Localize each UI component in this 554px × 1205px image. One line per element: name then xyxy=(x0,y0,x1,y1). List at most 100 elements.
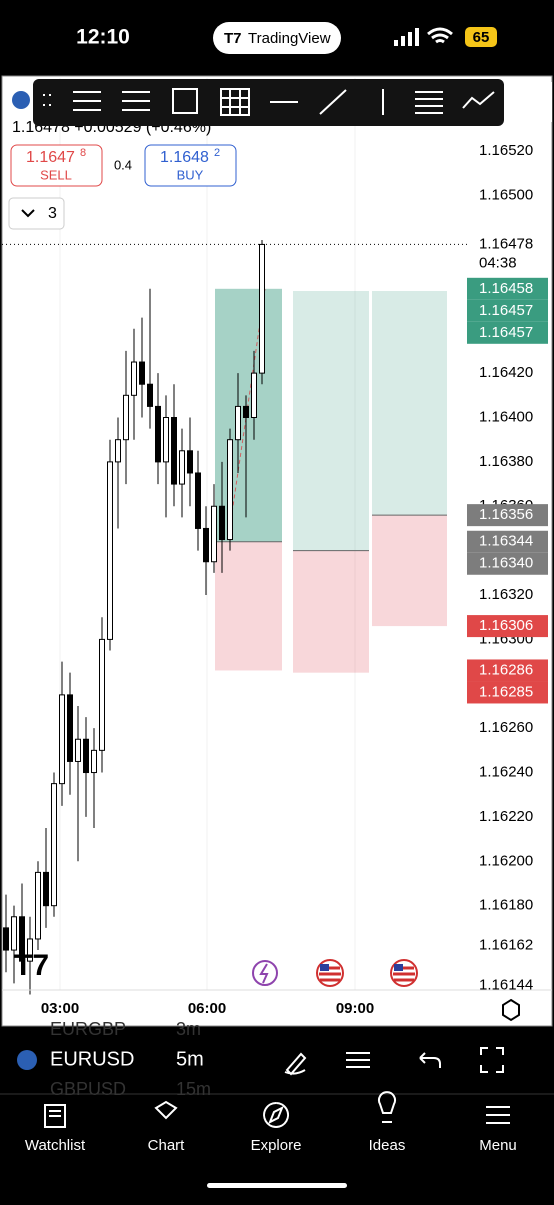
flag-canton xyxy=(394,964,403,971)
signal xyxy=(394,28,419,46)
candle-body xyxy=(243,405,249,419)
tab-icon[interactable] xyxy=(378,1091,396,1123)
y-tick-label: 1.16500 xyxy=(479,187,533,204)
profit-zone xyxy=(372,291,447,516)
drawing-toolbar xyxy=(33,79,504,126)
home-indicator xyxy=(207,1183,347,1188)
tab-label[interactable]: Explore xyxy=(251,1137,302,1154)
price-tag-label: 1.16286 xyxy=(479,661,533,678)
tab-label[interactable]: Ideas xyxy=(369,1137,406,1154)
candle-body xyxy=(115,439,121,463)
candle-body xyxy=(171,417,177,485)
buy-price: 1.1648 xyxy=(160,149,209,166)
price-tag-label: 1.16285 xyxy=(479,683,533,700)
loss-zone xyxy=(372,515,447,627)
price-tag xyxy=(467,552,548,575)
candle-body xyxy=(227,439,233,541)
y-tick-label: 1.16200 xyxy=(479,852,533,869)
loss-zone xyxy=(215,541,282,671)
price-tag xyxy=(467,681,548,704)
last-price-tag xyxy=(467,232,548,275)
battery-level: 65 xyxy=(473,29,490,46)
chart-panel xyxy=(1,75,553,1027)
candle-body xyxy=(59,694,65,785)
price-tag-label: 1.16306 xyxy=(479,617,533,634)
candle-body xyxy=(91,749,97,774)
sell-pip: 8 xyxy=(80,147,86,159)
ghost-interval: 15m xyxy=(176,1079,211,1099)
candle-body xyxy=(219,505,225,541)
price-tag xyxy=(467,615,548,638)
x-tick-label: 03:00 xyxy=(41,1000,79,1017)
toolbar-icons[interactable] xyxy=(43,88,495,116)
candle-body xyxy=(75,738,81,762)
price-tag xyxy=(467,299,548,322)
tab-icon[interactable] xyxy=(44,1104,66,1128)
price-tag-label: 1.16356 xyxy=(479,506,533,523)
price-tag xyxy=(467,659,548,682)
price-tag-label: 1.16457 xyxy=(479,302,533,319)
layers-button[interactable] xyxy=(8,197,65,230)
ghost-interval: 3m xyxy=(176,1019,201,1039)
candle-body xyxy=(19,916,25,962)
buy-pip: 2 xyxy=(214,147,220,159)
x-tick-label: 09:00 xyxy=(336,1000,374,1017)
sell-price: 1.1647 xyxy=(26,149,75,166)
candle-body xyxy=(259,243,265,374)
tab-label[interactable]: Watchlist xyxy=(25,1137,86,1154)
y-tick-label: 1.16420 xyxy=(479,364,533,381)
watermark[interactable]: T7 xyxy=(14,949,49,982)
candle-body xyxy=(107,461,113,640)
tv-logo: T7 xyxy=(224,30,242,47)
settings-icon[interactable] xyxy=(502,998,520,1022)
y-tick-label: 1.16220 xyxy=(479,808,533,825)
tab-label[interactable]: Menu xyxy=(479,1137,517,1154)
flag-canton xyxy=(320,964,329,971)
candle-body xyxy=(11,916,17,951)
price-tag-label: 1.16457 xyxy=(479,324,533,341)
y-tick-label: 1.16180 xyxy=(479,897,533,914)
last-price: 1.16478 xyxy=(479,235,533,252)
app-name: TradingView xyxy=(248,30,331,47)
candle-body xyxy=(139,361,145,385)
symbol-flag xyxy=(12,91,30,109)
candle-body xyxy=(67,694,73,762)
candle-body xyxy=(123,394,129,441)
candle-body xyxy=(211,505,217,563)
spread: 0.4 xyxy=(114,157,132,172)
candle-body xyxy=(235,405,241,441)
event-bolt xyxy=(259,963,269,984)
interval[interactable]: 5m xyxy=(176,1048,204,1070)
y-tick-label: 1.16240 xyxy=(479,764,533,781)
tab-label[interactable]: Chart xyxy=(148,1137,186,1154)
candle-body xyxy=(3,927,9,951)
candle-body xyxy=(131,361,137,396)
symbol[interactable]: EURUSD xyxy=(50,1048,134,1070)
tab-icon[interactable] xyxy=(263,1102,290,1128)
candle-body xyxy=(43,871,49,907)
sell-label: SELL xyxy=(40,167,72,182)
y-tick-label: 1.16144 xyxy=(479,977,533,994)
price-tag-label: 1.16340 xyxy=(479,555,533,572)
tab-icon[interactable] xyxy=(154,1100,178,1120)
tab-icon[interactable] xyxy=(486,1106,510,1124)
symbol-bar xyxy=(0,1027,554,1093)
candle-body xyxy=(179,450,185,485)
chevron xyxy=(21,209,35,218)
candle-body xyxy=(203,527,209,563)
price-tag xyxy=(467,504,548,527)
candle-body xyxy=(147,383,153,407)
loss-zone xyxy=(293,550,369,673)
buy-button[interactable] xyxy=(144,144,237,187)
y-tick-label: 1.16260 xyxy=(479,719,533,736)
price-tag-label: 1.16458 xyxy=(479,280,533,297)
battery xyxy=(465,27,497,47)
sell-button[interactable] xyxy=(10,144,103,187)
y-tick-label: 1.16520 xyxy=(479,142,533,159)
symbol-flag xyxy=(17,1050,37,1070)
candle-body xyxy=(195,472,201,529)
symbol-bar-icons[interactable] xyxy=(284,1047,504,1076)
candle-body xyxy=(51,783,57,907)
